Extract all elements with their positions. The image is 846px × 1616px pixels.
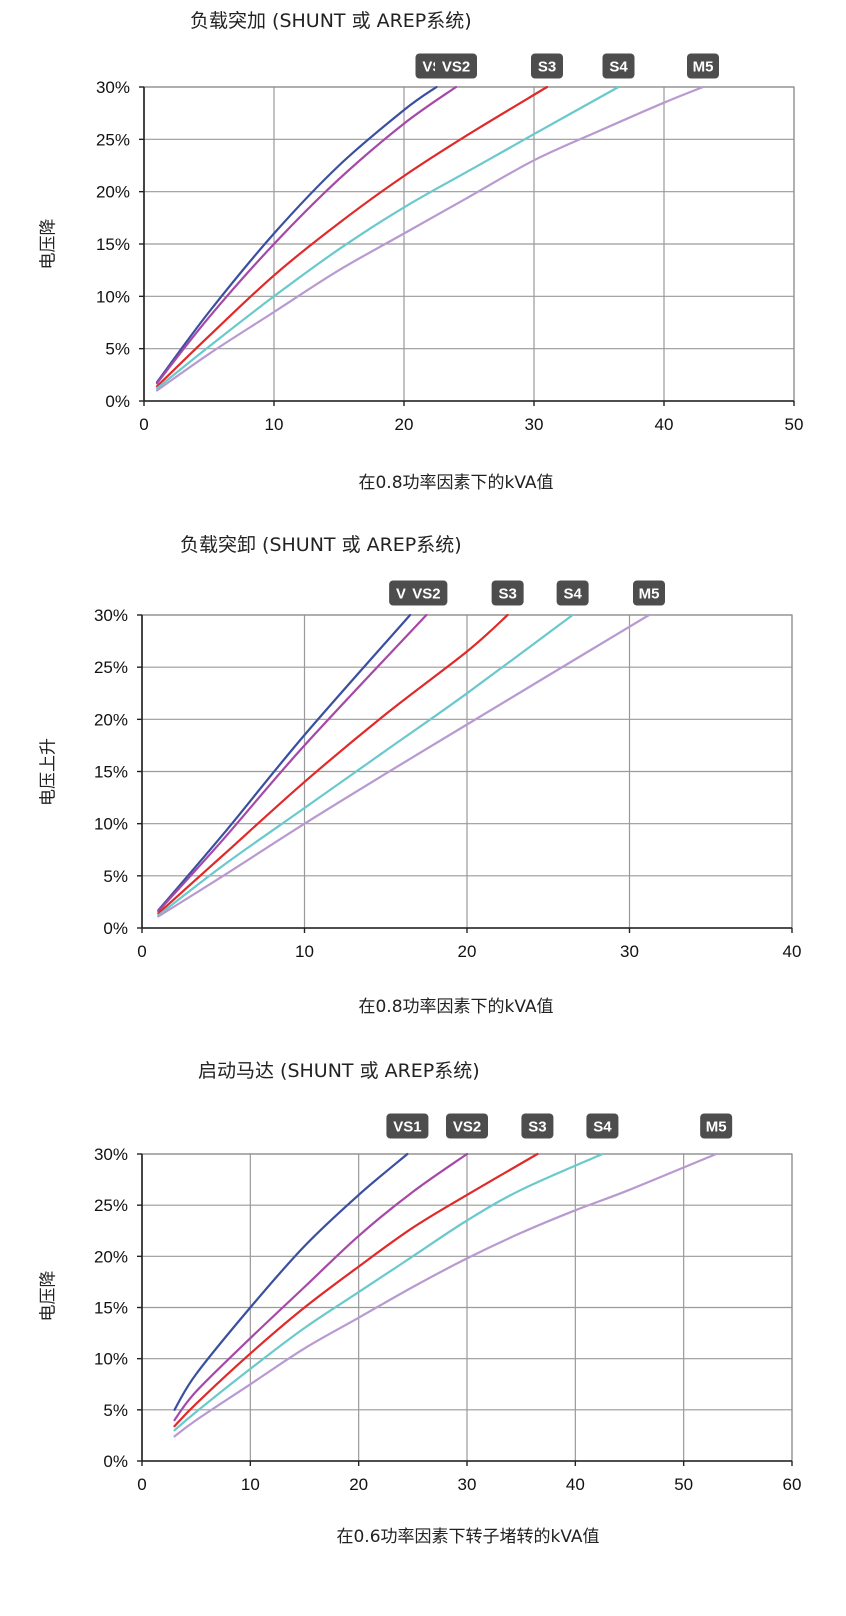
- series-tag-s3: S3: [531, 53, 563, 79]
- y-tick-label: 0%: [103, 1452, 128, 1471]
- y-tick-label: 10%: [94, 1350, 128, 1369]
- y-tick-label: 15%: [96, 235, 130, 254]
- chart-motor-starting: 启动马达 (SHUNT 或 AREP系统) 电压降 在0.6功率因素下转子堵转的…: [0, 1060, 846, 1616]
- y-tick-label: 30%: [94, 1145, 128, 1164]
- chart-title: 负载突卸 (SHUNT 或 AREP系统): [180, 534, 462, 556]
- y-tick-label: 20%: [94, 1247, 128, 1266]
- x-tick-label: 10: [265, 415, 284, 434]
- series-tag-s4: S4: [556, 580, 589, 606]
- x-tick-label: 20: [458, 942, 477, 961]
- series-line-vs1: [155, 85, 438, 384]
- series-tag-label: S4: [563, 586, 582, 603]
- y-tick-label: 20%: [96, 183, 130, 202]
- x-tick-label: 0: [137, 942, 146, 961]
- y-tick-label: 5%: [103, 1401, 128, 1420]
- x-tick-label: 10: [241, 1475, 260, 1494]
- series-tag-vs1: VS1: [386, 1113, 429, 1139]
- y-tick-label: 15%: [94, 763, 128, 782]
- x-tick-label: 30: [620, 942, 639, 961]
- series-tag-m5: M5: [700, 1113, 733, 1139]
- chart-load-rejection: 负载突卸 (SHUNT 或 AREP系统) 电压上升 在0.8功率因素下的kVA…: [0, 530, 846, 1070]
- x-tick-label: 30: [525, 415, 544, 434]
- plot-area: 010203040500%5%10%15%20%25%30%VS1VS2S3S4…: [96, 53, 804, 434]
- y-tick-label: 25%: [94, 658, 128, 677]
- series-tag-label: VS2: [412, 586, 440, 603]
- x-tick-label: 50: [674, 1475, 693, 1494]
- y-tick-label: 5%: [105, 340, 130, 359]
- series-tag-label: S3: [528, 1119, 546, 1136]
- series-line-vs1: [157, 613, 412, 912]
- series-line-vs2: [155, 85, 458, 385]
- x-tick-label: 50: [785, 415, 804, 434]
- x-tick-label: 40: [566, 1475, 585, 1494]
- y-tick-label: 10%: [96, 287, 130, 306]
- y-tick-label: 0%: [105, 392, 130, 411]
- y-tick-label: 15%: [94, 1299, 128, 1318]
- y-tick-label: 10%: [94, 815, 128, 834]
- series-line-m5: [157, 613, 651, 918]
- y-tick-label: 20%: [94, 710, 128, 729]
- series-line-m5: [155, 85, 705, 392]
- series-tag-label: VS1: [393, 1119, 421, 1136]
- series-tag-m5: M5: [687, 53, 719, 79]
- x-tick-label: 10: [295, 942, 314, 961]
- series-line-s3: [155, 85, 549, 388]
- series-line-s4: [155, 85, 620, 390]
- series-tag-s4: S4: [586, 1113, 619, 1139]
- x-axis-label: 在0.8功率因素下的kVA值: [358, 473, 554, 493]
- x-tick-label: 20: [395, 415, 414, 434]
- series-line-s3: [173, 1152, 539, 1428]
- series-tag-label: M5: [706, 1119, 727, 1136]
- x-tick-label: 40: [655, 415, 674, 434]
- series-tag-m5: M5: [633, 580, 665, 606]
- series-tag-s4: S4: [602, 53, 635, 79]
- x-tick-label: 30: [458, 1475, 477, 1494]
- chart-title: 启动马达 (SHUNT 或 AREP系统): [198, 1060, 480, 1082]
- series-tag-vs2: VS2: [405, 580, 448, 606]
- x-tick-label: 20: [349, 1475, 368, 1494]
- series-tag-label: S3: [538, 59, 556, 76]
- plot-area: 0 10 20 30 40 50 60 0% 5% 10% 15% 20% 25% 30% VS1 VS2 S3…: [94, 1113, 802, 1494]
- series-tag-label: S4: [593, 1119, 612, 1136]
- series-line-m5: [173, 1152, 718, 1438]
- x-tick-label: 0: [139, 415, 148, 434]
- chart-load-application: 负载突加 (SHUNT 或 AREP系统) 电压降 在0.8功率因素下的kVA值…: [0, 0, 846, 530]
- series-tag-label: M5: [693, 59, 714, 76]
- series-tag-label: S4: [609, 59, 628, 76]
- y-tick-label: 25%: [94, 1196, 128, 1215]
- series-line-vs2: [157, 613, 428, 913]
- y-tick-label: 0%: [103, 919, 128, 938]
- series-tag-s3: S3: [521, 1113, 554, 1139]
- x-tick-label: 40: [783, 942, 802, 961]
- series-tag-label: S3: [498, 586, 516, 603]
- y-tick-label: 30%: [94, 606, 128, 625]
- series-line-vs2: [173, 1152, 469, 1422]
- series-tag-label: VS2: [442, 59, 470, 76]
- y-tick-label: 30%: [96, 78, 130, 97]
- series-tag-vs2: VS2: [435, 53, 477, 79]
- series-tag-label: VS2: [453, 1119, 481, 1136]
- y-tick-label: 5%: [103, 867, 128, 886]
- series-tag-s3: S3: [491, 580, 524, 606]
- x-tick-label: 0: [137, 1475, 146, 1494]
- y-tick-label: 25%: [96, 130, 130, 149]
- chart-title: 负载突加 (SHUNT 或 AREP系统): [190, 10, 472, 32]
- series-tag-label: M5: [639, 586, 660, 603]
- x-axis-label: 在0.6功率因素下转子堵转的kVA值: [336, 1527, 600, 1547]
- series-line-s4: [157, 613, 574, 917]
- series-line-s3: [157, 613, 509, 915]
- x-axis-label: 在0.8功率因素下的kVA值: [358, 997, 554, 1017]
- x-tick-label: 60: [783, 1475, 802, 1494]
- series-line-s4: [173, 1152, 604, 1432]
- series-tag-vs2: VS2: [446, 1113, 488, 1139]
- series-line-vs1: [173, 1152, 409, 1411]
